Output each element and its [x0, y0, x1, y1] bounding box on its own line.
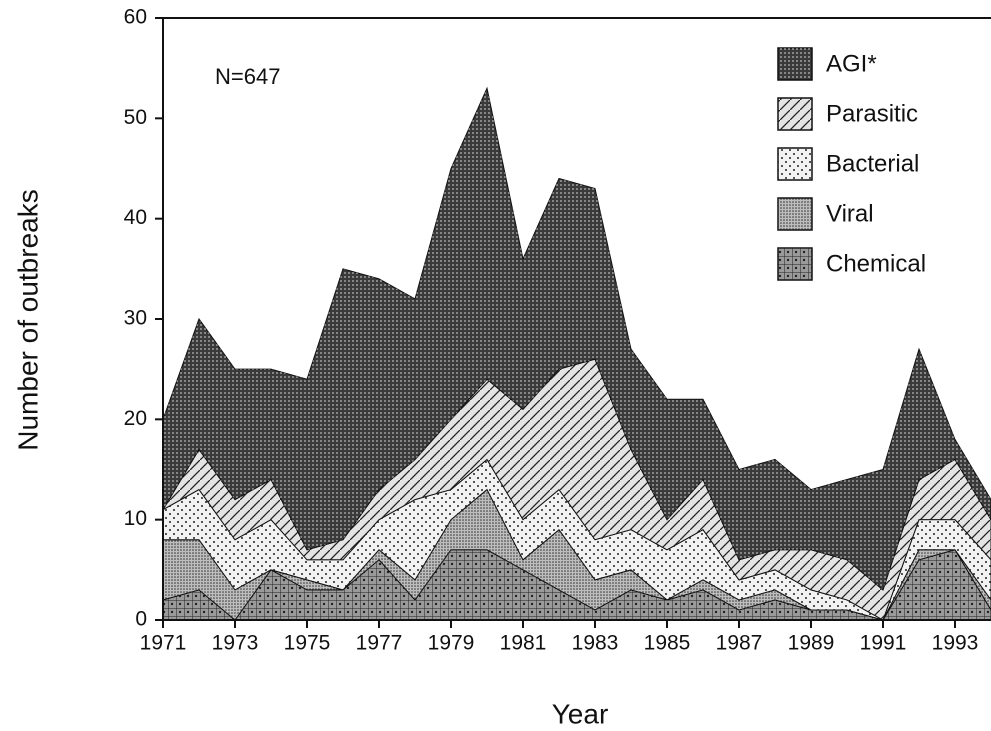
- annotation: N=647: [215, 64, 280, 89]
- y-tick-label: 10: [124, 507, 147, 530]
- x-tick-label: 1983: [572, 632, 619, 655]
- x-tick-label: 1975: [284, 632, 331, 655]
- y-tick-label: 60: [124, 6, 147, 29]
- y-axis-title: Number of outbreaks: [12, 189, 43, 450]
- y-tick-label: 50: [124, 106, 147, 129]
- area-pattern: [163, 459, 991, 620]
- x-tick-label: 1973: [212, 632, 259, 655]
- y-tick-label: 30: [124, 307, 147, 330]
- area-pattern: [163, 88, 991, 590]
- x-tick-label: 1993: [932, 632, 979, 655]
- x-tick-label: 1971: [140, 632, 187, 655]
- legend-swatch-pattern: [778, 48, 812, 80]
- legend-label: Chemical: [826, 250, 926, 277]
- x-tick-label: 1981: [500, 632, 547, 655]
- legend-label: Viral: [826, 200, 874, 227]
- x-axis-title: Year: [552, 698, 609, 729]
- legend-swatch-pattern: [778, 98, 812, 130]
- y-tick-label: 40: [124, 206, 147, 229]
- x-tick-label: 1979: [428, 632, 475, 655]
- legend-label: AGI*: [826, 50, 877, 77]
- area-0: [163, 86, 991, 591]
- y-tick-label: 0: [135, 608, 147, 631]
- legend-label: Parasitic: [826, 100, 918, 127]
- legend-label: Bacterial: [826, 150, 919, 177]
- x-tick-label: 1985: [644, 632, 691, 655]
- area-pattern: [163, 359, 991, 620]
- x-tick-label: 1989: [788, 632, 835, 655]
- legend-swatch-pattern: [778, 198, 812, 230]
- y-tick-label: 20: [124, 407, 147, 430]
- x-tick-label: 1977: [356, 632, 403, 655]
- x-tick-label: 1991: [860, 632, 907, 655]
- x-tick-label: 1987: [716, 632, 763, 655]
- legend-swatch-pattern: [778, 248, 812, 280]
- legend-swatch-pattern: [778, 148, 812, 180]
